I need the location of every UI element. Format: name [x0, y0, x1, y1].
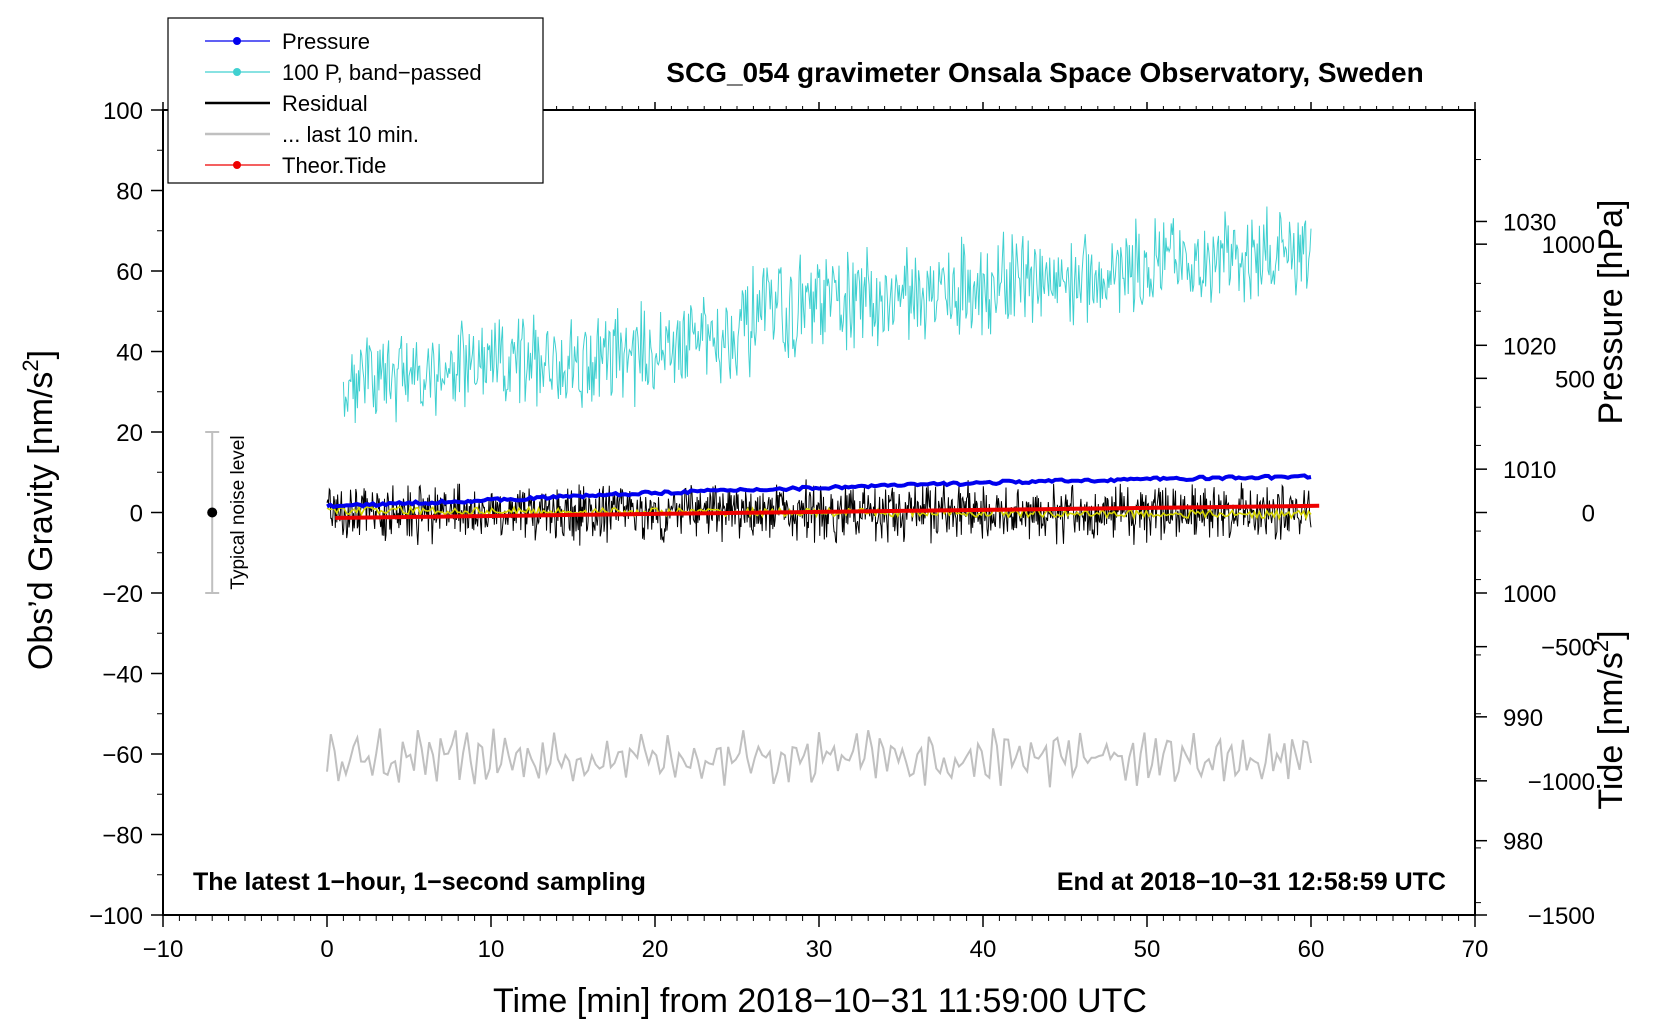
x-tick-label: 40 [970, 936, 997, 963]
y-axis-title-gravity: Obs’d Gravity [nm/s2] [18, 350, 60, 670]
pressure-tick-label: 1030 [1503, 209, 1556, 236]
y-axis-title-tide-sup: 2 [1588, 640, 1613, 652]
x-tick-label: 70 [1462, 936, 1489, 963]
x-axis: −10 0 10 20 30 40 50 60 70 [143, 102, 1489, 963]
legend-label: Pressure [282, 29, 370, 54]
y-axis-gravity: −100 −80 −60 −40 −20 0 20 40 60 80 100 [89, 98, 163, 930]
x-tick-label: 30 [806, 936, 833, 963]
legend-marker [233, 68, 241, 76]
y-tick-label: 80 [116, 179, 143, 206]
y-axis-tide: −1500 −1000 −500 0 500 1000 [1475, 232, 1595, 930]
legend-label: Residual [282, 91, 368, 116]
noise-bar-label: Typical noise level [228, 435, 249, 589]
y-tick-label: −20 [102, 581, 143, 608]
y-tick-label: 60 [116, 259, 143, 286]
pressure-tick-label: 1010 [1503, 457, 1556, 484]
y-axis-title-gravity-end: ] [22, 350, 60, 359]
x-tick-label: 0 [320, 936, 333, 963]
series-last-10-min [326, 728, 1312, 788]
noise-bar-center-dot [207, 507, 218, 518]
legend-box [167, 17, 544, 184]
x-tick-label: −10 [143, 936, 184, 963]
x-tick-label: 60 [1298, 936, 1325, 963]
y-tick-label: −40 [102, 662, 143, 689]
y-axis-title-tide-end: ] [1592, 630, 1630, 639]
legend-marker [233, 37, 241, 45]
y-axis-title-gravity-main: Obs’d Gravity [nm/s [22, 372, 60, 671]
x-tick-label: 50 [1134, 936, 1161, 963]
x-axis-title: Time [min] from 2018−10−31 11:59:00 UTC [493, 982, 1147, 1020]
legend-label: ... last 10 min. [282, 122, 419, 147]
y-tick-label: 100 [103, 98, 143, 125]
tide-tick-label: 1000 [1542, 232, 1595, 259]
y-tick-label: −60 [102, 742, 143, 769]
y-tick-label: 40 [116, 340, 143, 367]
legend-marker [233, 161, 241, 169]
tide-tick-label: −1500 [1528, 903, 1595, 930]
tide-tick-label: −1000 [1528, 769, 1595, 796]
x-tick-label: 20 [642, 936, 669, 963]
legend-label: 100 P, band−passed [282, 60, 482, 85]
legend-label: Theor.Tide [282, 153, 386, 178]
chart-title: SCG_054 gravimeter Onsala Space Observat… [666, 57, 1423, 88]
series-band-passed-pressure [342, 206, 1312, 424]
pressure-tick-label: 990 [1503, 705, 1543, 732]
y-axis-pressure: 980 990 1000 1010 1020 1030 [1475, 159, 1556, 904]
y-tick-label: −100 [89, 903, 143, 930]
tide-tick-label: 0 [1582, 501, 1595, 528]
legend: Pressure 100 P, band−passed Residual ... la… [167, 17, 544, 184]
pressure-tick-label: 980 [1503, 829, 1543, 856]
y-axis-title-gravity-sup: 2 [18, 359, 43, 371]
legend-entries: Pressure 100 P, band−passed Residual ... la… [205, 29, 482, 178]
y-tick-label: 0 [130, 501, 143, 528]
pressure-tick-label: 1020 [1503, 333, 1556, 360]
y-axis-title-tide-main: Tide [nm/s [1592, 652, 1630, 809]
y-axis-title-tide: Tide [nm/s2] [1588, 630, 1630, 809]
y-tick-label: 20 [116, 420, 143, 447]
series-pressure [326, 473, 1312, 510]
noise-bar: Typical noise level [205, 431, 249, 594]
tide-tick-label: 500 [1555, 366, 1595, 393]
annotation-sampling: The latest 1−hour, 1−second sampling [193, 868, 646, 896]
y-axis-title-pressure: Pressure [hPa] [1592, 200, 1630, 425]
tide-tick-label: −500 [1541, 635, 1595, 662]
annotation-end-time: End at 2018−10−31 12:58:59 UTC [1057, 868, 1446, 896]
x-tick-label: 10 [478, 936, 505, 963]
series-layer [326, 206, 1320, 788]
y-tick-label: −80 [102, 823, 143, 850]
pressure-tick-label: 1000 [1503, 581, 1556, 608]
series-theoretical-tide [335, 503, 1320, 520]
